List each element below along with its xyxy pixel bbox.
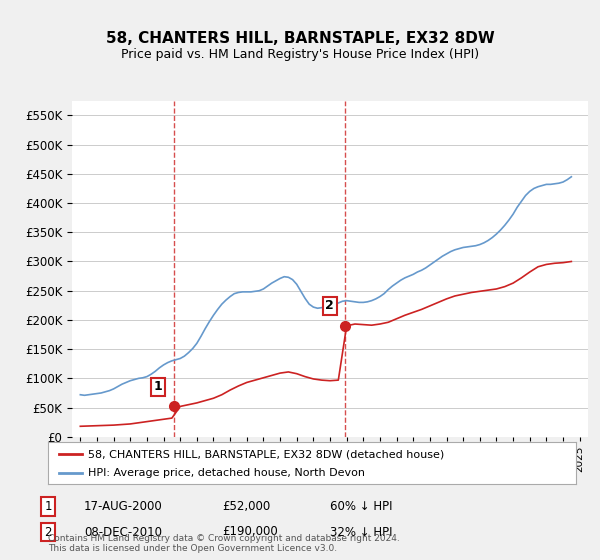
Text: 32% ↓ HPI: 32% ↓ HPI [330,525,392,539]
Text: £190,000: £190,000 [222,525,278,539]
Text: 2: 2 [44,525,52,539]
Text: 60% ↓ HPI: 60% ↓ HPI [330,500,392,514]
Text: 1: 1 [154,380,163,393]
Text: 58, CHANTERS HILL, BARNSTAPLE, EX32 8DW (detached house): 58, CHANTERS HILL, BARNSTAPLE, EX32 8DW … [88,449,444,459]
Text: 2: 2 [325,300,334,312]
Text: HPI: Average price, detached house, North Devon: HPI: Average price, detached house, Nort… [88,468,365,478]
Text: 17-AUG-2000: 17-AUG-2000 [84,500,163,514]
Text: Price paid vs. HM Land Registry's House Price Index (HPI): Price paid vs. HM Land Registry's House … [121,48,479,60]
Text: 1: 1 [44,500,52,514]
Text: Contains HM Land Registry data © Crown copyright and database right 2024.
This d: Contains HM Land Registry data © Crown c… [48,534,400,553]
Text: £52,000: £52,000 [222,500,270,514]
Text: 08-DEC-2010: 08-DEC-2010 [84,525,162,539]
Text: 58, CHANTERS HILL, BARNSTAPLE, EX32 8DW: 58, CHANTERS HILL, BARNSTAPLE, EX32 8DW [106,31,494,46]
